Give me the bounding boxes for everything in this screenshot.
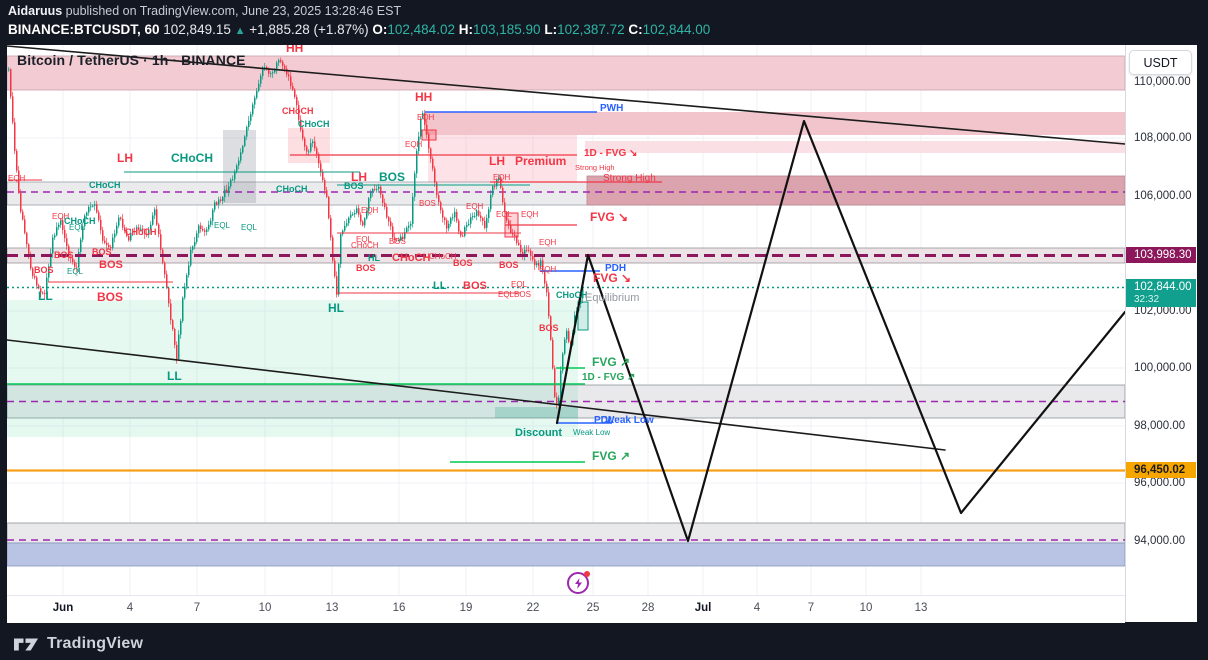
price-chart[interactable] (7, 45, 1125, 595)
chart-title: Bitcoin / TetherUS · 1h · BINANCE (17, 52, 246, 68)
footer-brand: TradingView (47, 635, 144, 652)
open-label: O: (372, 22, 388, 37)
zone-strong-high (586, 175, 1125, 206)
published-text: published on TradingView.com, June 23, 2… (62, 4, 402, 18)
price-marker-last: 102,844.00 32:32 (1126, 279, 1196, 307)
time-tick-label: 13 (325, 602, 339, 614)
price-tick-label: 108,000.00 (1134, 132, 1192, 144)
trendline-lower[interactable] (7, 339, 946, 451)
zone-eq-band (7, 247, 1125, 264)
time-axis[interactable]: Jun 4 7 10 13 16 19 22 25 28 Jul 4 7 10 13 (7, 595, 1125, 623)
price-tick-label: 100,000.00 (1134, 362, 1192, 374)
snapshot-header: Aidaruus published on TradingView.com, J… (0, 0, 1208, 45)
low-value: 102,387.72 (557, 22, 625, 37)
zone-ob-red (288, 128, 330, 163)
open-value: 102,484.02 (387, 22, 455, 37)
time-tick-label: 10 (258, 602, 272, 614)
up-arrow-icon: ▲ (234, 25, 246, 37)
zone-monthly-blue (7, 542, 1125, 567)
box-fvg-red-a (421, 129, 437, 141)
time-tick-label: Jun (52, 602, 74, 614)
price-tick-label: 106,000.00 (1134, 190, 1192, 202)
price-tick-label: 94,000.00 (1134, 535, 1186, 547)
price-change: +1,885.28 (+1.87%) (249, 22, 369, 37)
zone-1d-fvg-upper (585, 141, 1125, 153)
high-label: H: (458, 22, 473, 37)
price-axis[interactable]: USDT 110,000.00 108,000.00 106,000.00 102,0… (1125, 45, 1197, 622)
high-value: 103,185.90 (472, 22, 541, 37)
zone-premium-box (428, 135, 577, 182)
tradingview-logo[interactable] (13, 635, 39, 654)
symbol-name: BINANCE:BTCUSDT, 60 (8, 22, 160, 37)
close-label: C: (628, 22, 643, 37)
zone-discount-mint (7, 300, 578, 437)
price-marker-96450: 96,450.02 (1126, 462, 1196, 478)
time-tick-label: 22 (526, 602, 540, 614)
time-tick-label: Jul (694, 602, 712, 614)
author-name: Aidaruus (8, 4, 63, 18)
zone-discount-teal (495, 407, 578, 418)
trendline-upper[interactable] (7, 45, 1125, 145)
time-tick-label: 4 (753, 602, 761, 614)
projection-zigzag[interactable] (555, 119, 1125, 543)
last-price: 102,849.15 (163, 22, 231, 37)
price-tick-label: 98,000.00 (1134, 420, 1186, 432)
time-tick-label: 7 (807, 602, 815, 614)
attribution-line: Aidaruus published on TradingView.com, J… (8, 3, 1208, 20)
time-tick-label: 13 (914, 602, 928, 614)
price-tick-label: 110,000.00 (1134, 76, 1191, 88)
currency-button[interactable]: USDT (1129, 50, 1192, 75)
price-tick-label: 102,000.00 (1134, 305, 1192, 317)
bar-countdown: 32:32 (1134, 294, 1160, 305)
candlestick-series (8, 57, 584, 409)
price-marker-103998: 103,998.30 (1126, 247, 1196, 263)
gridlines (7, 45, 1125, 595)
time-tick-label: 7 (193, 602, 201, 614)
event-lightning-icon[interactable] (567, 571, 590, 594)
time-tick-label: 4 (126, 602, 134, 614)
time-tick-label: 25 (586, 602, 600, 614)
snapshot-footer: TradingView (0, 628, 1208, 660)
box-ob-green (577, 301, 589, 331)
time-tick-label: 16 (392, 602, 406, 614)
lightning-glyph (574, 577, 582, 589)
time-tick-label: 28 (641, 602, 655, 614)
close-value: 102,844.00 (642, 22, 711, 37)
zone-pwh (425, 112, 1125, 135)
time-tick-label: 19 (459, 602, 473, 614)
price-tick-label: 96,000.00 (1134, 477, 1186, 489)
time-tick-label: 10 (859, 602, 873, 614)
symbol-ohlc-line: BINANCE:BTCUSDT, 60 102,849.15 ▲ +1,885.… (8, 20, 1208, 41)
low-label: L: (544, 22, 558, 37)
